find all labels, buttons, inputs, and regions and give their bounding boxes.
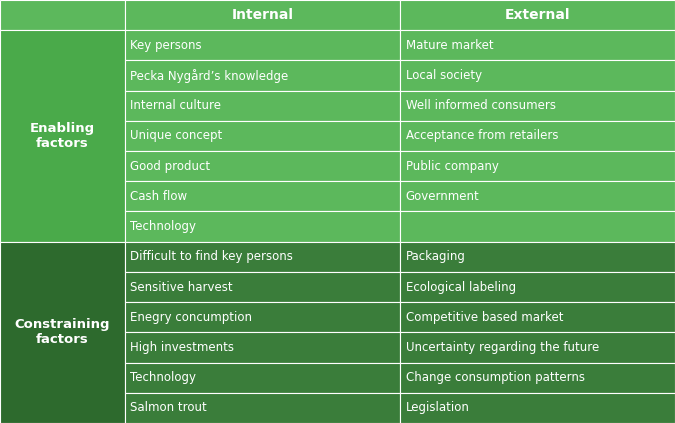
Text: Unique concept: Unique concept [130,129,223,143]
Text: Sensitive harvest: Sensitive harvest [130,280,233,294]
Bar [125,393,400,423]
Text: Internal: Internal [232,8,294,22]
Text: Enegry concumption: Enegry concumption [130,311,252,324]
Bar [400,0,675,30]
Text: Enabling
factors: Enabling factors [30,122,95,150]
Text: High investments: High investments [130,341,234,354]
Text: Public company: Public company [406,159,499,173]
Bar [400,30,675,60]
Text: Internal culture: Internal culture [130,99,221,112]
Text: Technology: Technology [130,220,196,233]
Text: Key persons: Key persons [130,39,202,52]
Text: Technology: Technology [130,371,196,384]
Bar [125,121,400,151]
Text: Ecological labeling: Ecological labeling [406,280,516,294]
Bar [0,242,125,423]
Bar [0,0,125,30]
Bar [125,0,400,30]
Bar [400,151,675,181]
Bar [125,212,400,242]
Bar [400,212,675,242]
Text: Change consumption patterns: Change consumption patterns [406,371,585,384]
Bar [125,272,400,302]
Bar [400,393,675,423]
Text: Cash flow: Cash flow [130,190,188,203]
Bar [125,242,400,272]
Text: Uncertainty regarding the future: Uncertainty regarding the future [406,341,599,354]
Text: Salmon trout: Salmon trout [130,401,207,415]
Bar [400,121,675,151]
Bar [125,30,400,60]
Text: Legislation: Legislation [406,401,470,415]
Bar [400,91,675,121]
Bar [400,60,675,91]
Bar [125,302,400,332]
Bar [400,181,675,212]
Text: Mature market: Mature market [406,39,493,52]
Text: Local society: Local society [406,69,482,82]
Bar [125,151,400,181]
Bar [400,332,675,363]
Text: Acceptance from retailers: Acceptance from retailers [406,129,558,143]
Bar [125,91,400,121]
Text: External: External [505,8,570,22]
Text: Good product: Good product [130,159,211,173]
Text: Difficult to find key persons: Difficult to find key persons [130,250,293,264]
Bar [125,60,400,91]
Text: Packaging: Packaging [406,250,466,264]
Bar [125,332,400,363]
Text: Well informed consumers: Well informed consumers [406,99,556,112]
Bar [400,242,675,272]
Bar [400,272,675,302]
Text: Government: Government [406,190,479,203]
Bar [125,181,400,212]
Bar [0,30,125,242]
Text: Constraining
factors: Constraining factors [15,319,110,346]
Bar [400,302,675,332]
Text: Pecka Nygård’s knowledge: Pecka Nygård’s knowledge [130,69,288,82]
Text: Competitive based market: Competitive based market [406,311,563,324]
Bar [400,363,675,393]
Bar [125,363,400,393]
